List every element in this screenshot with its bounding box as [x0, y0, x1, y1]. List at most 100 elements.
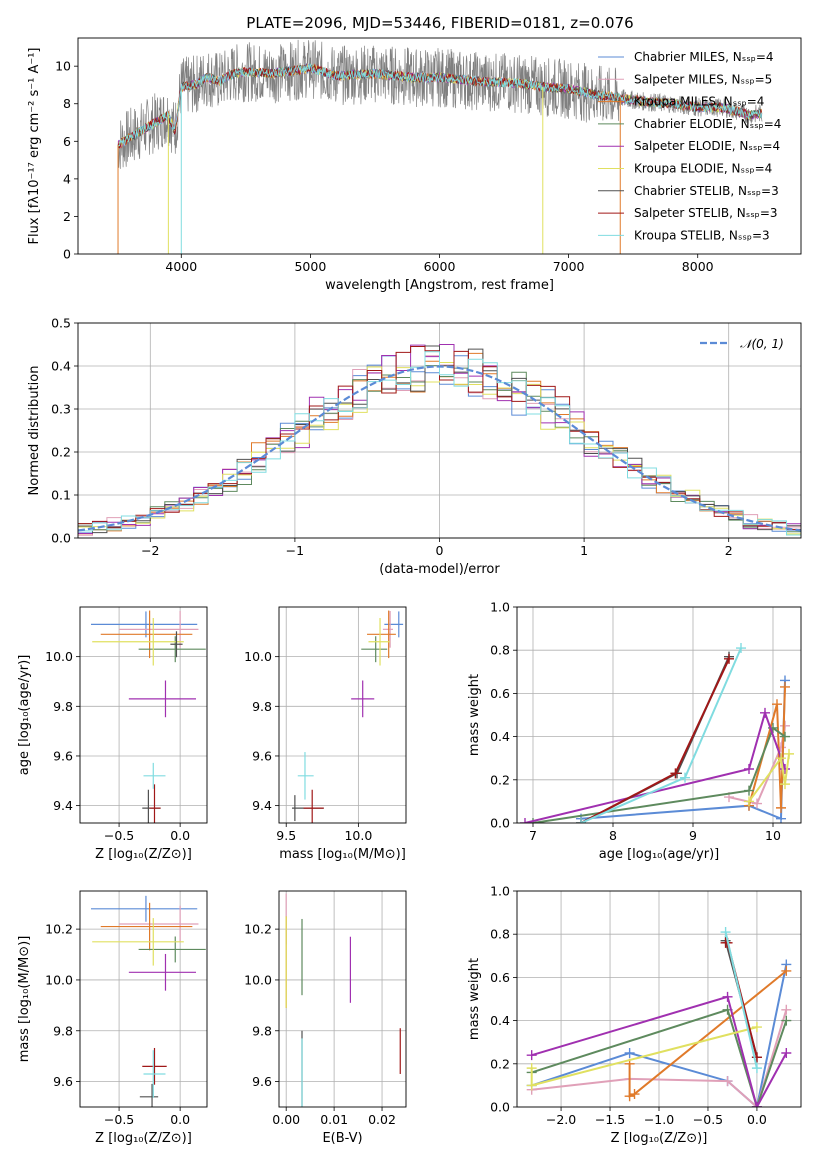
y-tick-label: 0.0 [490, 816, 510, 831]
y-tick-label: 4 [63, 171, 71, 186]
x-tick-label: 6000 [424, 259, 456, 274]
weight-marker [780, 779, 790, 790]
weight-marker [780, 681, 790, 692]
y-tick-label: 9.4 [53, 798, 73, 813]
weight-marker [526, 1063, 537, 1074]
axes-age_vs_Z: −0.5 0.0 9.4 9.6 9.8 10.0 Z [log₁₀(Z/Z⊙)] age [… [17, 606, 208, 862]
y-tick-label: 9.6 [53, 748, 73, 763]
weight-marker [520, 818, 530, 823]
y-tick-label: 0.3 [51, 402, 71, 417]
weight-marker [736, 643, 746, 654]
x-tick-label: 8000 [682, 259, 714, 274]
x-axis-label: mass [log₁₀(M/M⊙)] [279, 847, 406, 862]
x-tick-label: 0.0 [170, 828, 190, 843]
axes-frame [278, 606, 407, 824]
weight-marker [781, 1015, 792, 1026]
y-tick-label: 9.6 [53, 1074, 73, 1089]
axes-frame [278, 890, 407, 1108]
weight-marker [780, 720, 790, 731]
y-tick-label: 0.2 [490, 772, 510, 787]
x-tick-label: 0.00 [272, 1112, 300, 1127]
axes-frame [77, 322, 802, 539]
y-tick-label: 1.0 [490, 884, 510, 899]
weight-marker [629, 1089, 640, 1100]
weight-marker [526, 1050, 537, 1061]
x-tick-label: 0 [436, 543, 444, 558]
axes-age_vs_mass: 9.5 10.0 9.4 9.6 9.8 10.0 mass [log₁₀(M/M⊙)] [244, 606, 407, 862]
x-axis-label: Z [log₁₀(Z/Z⊙)] [95, 847, 192, 862]
axes-weight_vs_age: 7 8 9 10 0.0 0.2 0.4 0.6 0.8 1.0 age [log₁₀(age/yr… [467, 600, 802, 862]
y-tick-label: 10 [55, 59, 71, 74]
spectrum-title: PLATE=2096, MJD=53446, FIBERID=0181, z=0… [246, 14, 633, 32]
weight-line-4 [531, 995, 788, 1107]
y-tick-label: 10.2 [244, 922, 272, 937]
weight-marker [772, 699, 782, 710]
weight-marker [776, 813, 786, 823]
weight-marker [720, 927, 731, 938]
x-axis-label: wavelength [Angstrom, rest frame] [325, 278, 554, 293]
axes-weight_vs_Z: −2.0 −1.5 −1.0 −0.5 0.0 0.0 0.2 0.4 0.6 0.8 1.0 Z [… [467, 884, 802, 1146]
weight-marker [752, 798, 762, 809]
y-tick-label: 10.0 [244, 972, 272, 987]
y-tick-label: 0.4 [490, 729, 510, 744]
x-axis-label: E(B-V) [322, 1131, 362, 1146]
legend-label-5: Kroupa ELODIE, Nₛₛₚ=4 [634, 162, 772, 176]
weight-marker [780, 731, 790, 742]
x-tick-label: 1 [580, 543, 588, 558]
weight-marker [722, 1076, 733, 1087]
weight-line-7 [580, 658, 730, 823]
weight-marker [751, 1022, 762, 1033]
axes-mass_vs_ebv: 0.00 0.01 0.02 9.6 9.8 10.0 10.2 E(B-V) [244, 890, 407, 1146]
x-tick-label: 0.0 [747, 1112, 767, 1127]
y-tick-label: 0.4 [51, 359, 71, 374]
y-tick-label: 0.8 [490, 927, 510, 942]
axes-residuals: −2 −1 0 1 2 0.0 0.1 0.2 0.3 0.4 0.5 (data-model)/er… [27, 316, 802, 577]
x-tick-label: 9.5 [276, 828, 296, 843]
legend-label-2: Kroupa MILES, Nₛₛₚ=4 [634, 95, 764, 109]
x-tick-label: −0.5 [693, 1112, 723, 1127]
histogram-7 [78, 346, 801, 530]
x-tick-label: 10.0 [344, 828, 372, 843]
y-tick-label: 0.2 [490, 1056, 510, 1071]
plot-area [291, 610, 404, 823]
weight-line-3 [531, 1008, 788, 1107]
histogram-8 [78, 351, 801, 536]
y-axis-label: Normed distribution [27, 366, 42, 496]
legend-label-6: Chabrier STELIB, Nₛₛₚ=3 [634, 184, 779, 198]
x-tick-label: 2 [725, 543, 733, 558]
axes-frame [79, 606, 208, 824]
plot-area [285, 893, 401, 1107]
legend-label-8: Kroupa STELIB, Nₛₛₚ=3 [634, 228, 770, 242]
y-tick-label: 10.0 [45, 649, 73, 664]
axes-frame [79, 890, 208, 1108]
weight-marker [680, 772, 690, 783]
weight-marker [744, 796, 754, 807]
y-tick-label: 10.2 [45, 922, 73, 937]
x-tick-label: −2 [141, 543, 159, 558]
y-tick-label: 9.6 [252, 748, 272, 763]
y-tick-label: 10.0 [244, 649, 272, 664]
y-tick-label: 2 [63, 209, 71, 224]
y-tick-label: 0.8 [490, 643, 510, 658]
legend-label-4: Salpeter ELODIE, Nₛₛₚ=4 [634, 139, 780, 153]
y-axis-label: mass [log₁₀(M/M⊙)] [17, 936, 32, 1063]
legend-label-3: Chabrier ELODIE, Nₛₛₚ=4 [634, 117, 781, 131]
plot-area [117, 39, 763, 254]
gaussian-curve [78, 365, 801, 532]
weight-marker [624, 1091, 635, 1102]
y-tick-label: 0.6 [490, 686, 510, 701]
axes-frame [516, 606, 802, 824]
y-tick-label: 9.8 [53, 699, 73, 714]
weight-marker [781, 1004, 792, 1015]
y-tick-label: 0.6 [490, 970, 510, 985]
plot-area [526, 927, 792, 1107]
x-tick-label: 0.02 [368, 1112, 396, 1127]
y-tick-label: 0.2 [51, 445, 71, 460]
weight-line-6 [580, 656, 730, 823]
model-line-8 [117, 63, 763, 148]
y-tick-label: 8 [63, 96, 71, 111]
weight-marker [670, 768, 681, 779]
weight-marker [526, 1080, 537, 1091]
y-tick-label: 0.0 [51, 531, 71, 546]
